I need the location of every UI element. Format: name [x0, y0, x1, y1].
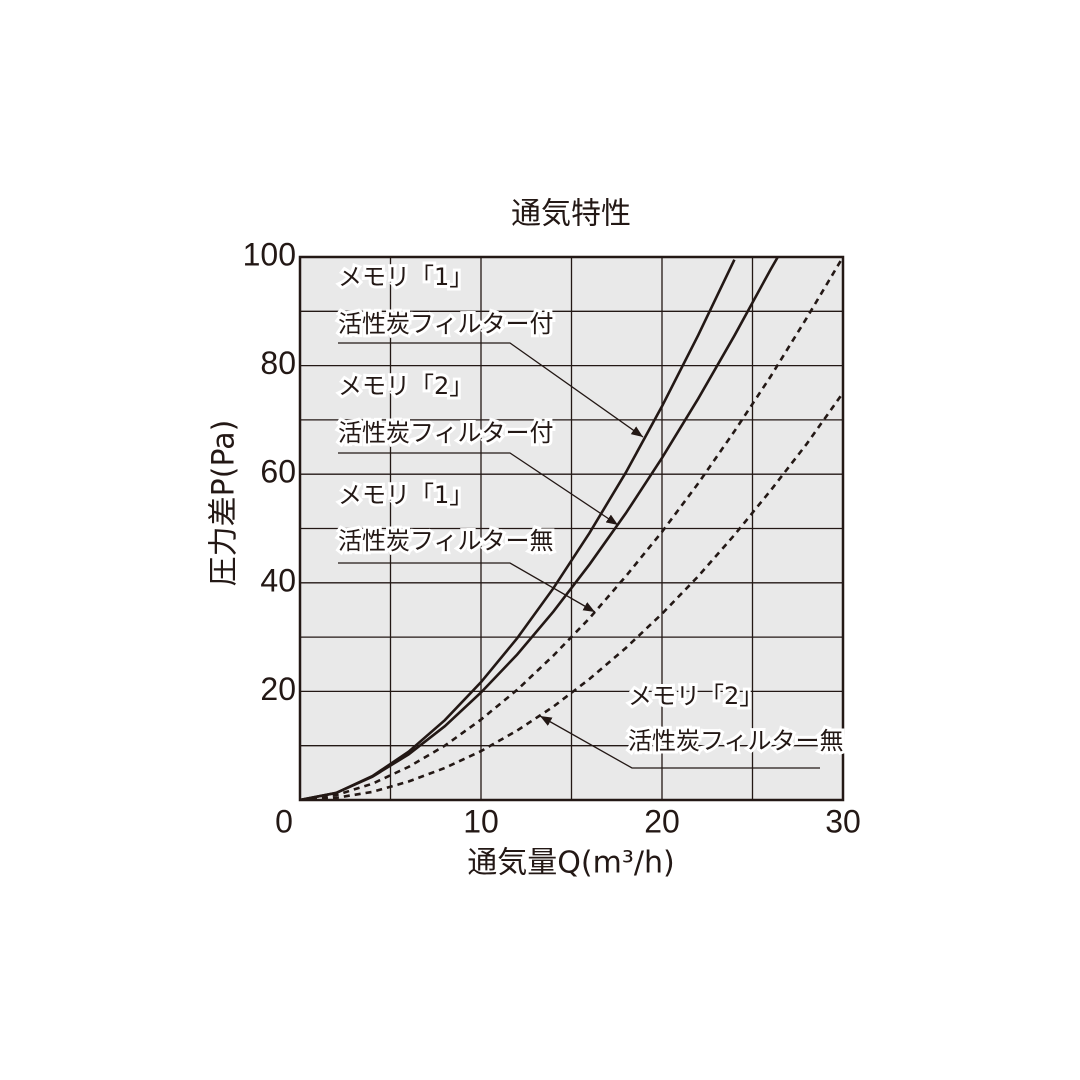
chart-title: 通気特性 — [511, 197, 631, 232]
x-tick-label: 30 — [825, 803, 861, 839]
series-label: メモリ「2」 — [338, 372, 473, 400]
x-tick-label: 0 — [275, 803, 293, 839]
series-label: 活性炭フィルター付 — [338, 419, 554, 447]
x-tick-label: 10 — [463, 803, 499, 839]
series-label: メモリ「1」 — [338, 481, 473, 509]
leader-line — [539, 715, 820, 769]
series-line — [300, 256, 779, 800]
y-tick-label: 60 — [260, 454, 296, 490]
series-label: 活性炭フィルター無 — [628, 727, 844, 755]
plot-frame — [298, 255, 845, 802]
leader-line — [338, 452, 619, 526]
y-tick-label: 40 — [260, 562, 296, 598]
series-label: 活性炭フィルター無 — [338, 527, 554, 555]
series-label: メモリ「2」 — [628, 682, 763, 710]
series-label: メモリ「1」 — [338, 263, 473, 291]
series-label: 活性炭フィルター付 — [338, 310, 554, 338]
leader-line — [338, 562, 596, 613]
leader-line — [338, 342, 644, 438]
series-line — [300, 256, 843, 800]
y-tick-label: 80 — [260, 345, 296, 381]
x-axis-label: 通気量Q(m³/h) — [467, 846, 674, 881]
y-tick-label: 100 — [243, 236, 296, 272]
x-tick-label: 20 — [644, 803, 680, 839]
series-line — [300, 392, 843, 800]
y-tick-label: 20 — [260, 671, 296, 707]
y-axis-label: 圧力差P(Pa) — [207, 420, 242, 587]
